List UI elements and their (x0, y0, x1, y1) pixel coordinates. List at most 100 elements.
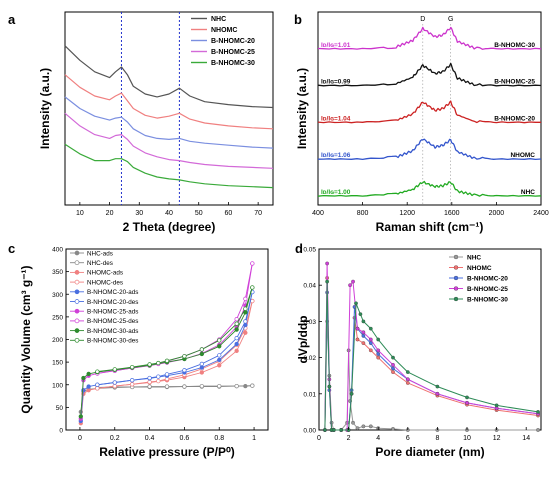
series-point-d-2-11 (368, 341, 373, 345)
y-tick-label-c-1: 50 (56, 405, 64, 412)
series-point-d-2-12 (376, 352, 381, 356)
x-tick-label-c-1: 0.2 (110, 435, 120, 442)
series-point-c-1-0 (250, 383, 255, 388)
series-point-d-3-14 (405, 377, 410, 382)
x-tick-label-d-1: 2 (347, 435, 351, 442)
series-point-c-9-11 (95, 369, 100, 374)
series-point-d-4-15 (435, 384, 440, 389)
x-tick-label-c-4: 0.8 (214, 435, 224, 442)
series-point-d-3-15 (435, 391, 440, 396)
legend-entry-c-2: NHOMC-ads (87, 270, 123, 277)
y-tick-label-d-0: 0.00 (303, 428, 316, 435)
series-point-c-2-11 (234, 348, 239, 353)
y-tick-label-c-6: 300 (52, 292, 63, 299)
series-point-d-4-0 (323, 428, 327, 432)
series-point-c-5-7 (156, 374, 161, 379)
series-label-b-2: B-NHOMC-20 (494, 115, 535, 122)
x-tick-label-b-2: 1200 (399, 210, 415, 217)
series-point-d-0-19 (536, 428, 540, 432)
series-point-d-0-10 (355, 426, 360, 431)
series-point-c-8-1 (81, 375, 86, 381)
series-point-d-4-18 (536, 410, 540, 414)
series-point-c-7-1 (243, 296, 248, 301)
series-point-d-2-10 (361, 334, 366, 338)
series-point-d-4-2 (327, 384, 332, 389)
x-tick-label-b-0: 400 (312, 210, 324, 217)
legend-entry-c-6: B-NHOMC-25-ads (87, 309, 138, 316)
series-point-d-4-12 (376, 337, 381, 342)
ratio-label-b-2: Iᴅ/Iɢ=1.04 (321, 115, 351, 122)
y-tick-label-c-0: 0 (59, 428, 63, 435)
ratio-label-b-4: Iᴅ/Iɢ=1.00 (321, 189, 351, 196)
series-line-a-0 (64, 45, 274, 109)
panel-label-b: b (294, 12, 302, 27)
y-tick-label-c-3: 150 (52, 360, 63, 367)
series-point-c-5-2 (234, 335, 239, 341)
series-label-b-4: NHC (521, 189, 535, 196)
x-axis-label-d: Pore diameter (nm) (375, 445, 484, 459)
x-tick-label-b-1: 800 (357, 210, 369, 217)
y-tick-label-d-1: 0.01 (303, 391, 316, 398)
series-point-c-2-12 (243, 330, 248, 335)
x-tick-label-a-5: 60 (225, 210, 233, 217)
series-point-d-0-11 (361, 424, 366, 429)
series-line-c-9 (97, 287, 253, 373)
series-point-d-3-11 (368, 337, 373, 342)
series-line-b-1 (317, 62, 542, 87)
series-point-c-2-2 (86, 388, 91, 393)
y-axis-label-b: Intensity (a.u.) (295, 68, 309, 149)
series-point-c-8-11 (234, 327, 239, 332)
series-point-c-9-5 (182, 354, 187, 359)
series-point-c-7-2 (234, 316, 239, 322)
peak-label-b-1: G (448, 16, 453, 23)
y-tick-label-d-5: 0.05 (303, 247, 316, 254)
x-axis-label-a: 2 Theta (degree) (123, 220, 216, 234)
y-axis-label-a: Intensity (a.u.) (38, 68, 52, 149)
series-line-c-3 (97, 300, 253, 389)
legend-entry-d-1: NHOMC (467, 265, 492, 272)
series-point-d-4-9 (358, 312, 363, 317)
y-tick-label-d-2: 0.02 (303, 355, 316, 362)
series-point-c-3-7 (156, 378, 161, 384)
series-line-a-2 (64, 96, 274, 149)
series-point-d-3-8 (351, 279, 355, 284)
x-tick-label-a-1: 20 (106, 210, 114, 217)
series-point-c-5-10 (112, 380, 117, 385)
series-point-d-4-7 (349, 391, 354, 396)
legend-marker-c-9 (74, 337, 80, 343)
legend-marker-c-5 (74, 299, 80, 304)
series-label-b-1: B-NHOMC-25 (494, 79, 535, 86)
series-point-d-1-10 (361, 341, 366, 345)
series-label-b-0: B-NHOMC-30 (494, 42, 535, 49)
series-point-d-0-12 (368, 424, 373, 429)
series-line-a-4 (64, 143, 274, 189)
panel-label-d: d (295, 241, 303, 256)
series-line-b-2 (317, 100, 541, 124)
x-tick-label-c-5: 1 (252, 435, 256, 442)
series-point-d-1-13 (391, 370, 395, 374)
legend-entry-a-4: B-NHOMC-30 (211, 60, 255, 67)
series-point-d-4-11 (368, 326, 373, 331)
series-point-c-4-11 (234, 341, 239, 347)
ratio-label-b-3: Iᴅ/Iɢ=1.06 (321, 152, 351, 159)
legend-entry-c-5: B-NHOMC-20-des (87, 299, 138, 306)
legend-marker-c-0 (74, 250, 80, 256)
x-tick-label-a-3: 40 (165, 210, 173, 217)
legend-entry-c-1: NHC-des (87, 260, 113, 267)
x-tick-label-a-6: 70 (254, 210, 262, 217)
series-point-c-9-9 (130, 364, 135, 370)
series-point-d-3-12 (376, 348, 381, 353)
x-tick-label-d-6: 12 (493, 435, 501, 442)
series-point-d-4-14 (405, 370, 410, 374)
series-line-b-0 (317, 26, 542, 50)
x-tick-label-b-5: 2400 (533, 210, 549, 217)
x-tick-label-d-7: 14 (522, 435, 530, 442)
legend-marker-c-1 (74, 260, 80, 266)
legend-marker-d-4 (453, 296, 459, 302)
series-point-c-7-0 (250, 261, 255, 266)
x-tick-label-d-3: 6 (406, 435, 410, 442)
series-point-d-3-13 (391, 362, 395, 367)
series-point-c-5-9 (130, 378, 135, 383)
series-point-d-1-9 (355, 337, 360, 342)
